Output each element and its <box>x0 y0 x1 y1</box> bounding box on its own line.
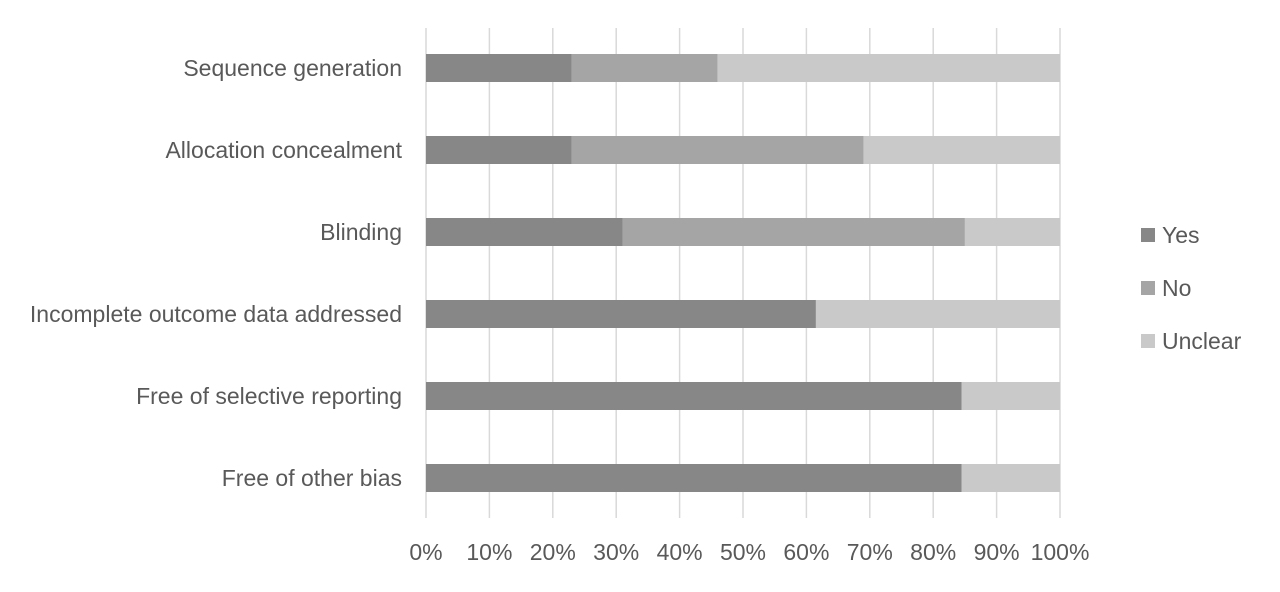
bar-yes-2 <box>426 218 623 246</box>
bar-unclear-2 <box>964 218 1060 246</box>
gridlines <box>425 28 1061 518</box>
category-label: Incomplete outcome data addressed <box>30 301 402 327</box>
legend-swatch-no <box>1141 281 1155 295</box>
x-tick-label: 20% <box>530 539 576 565</box>
bar-unclear-3 <box>815 300 1060 328</box>
legend-label-unclear: Unclear <box>1162 328 1242 354</box>
category-label: Free of selective reporting <box>136 383 402 409</box>
bar-yes-0 <box>426 54 572 82</box>
bars <box>426 54 1060 492</box>
category-label: Allocation concealment <box>165 137 402 163</box>
legend-swatch-yes <box>1141 228 1155 242</box>
bar-unclear-4 <box>961 382 1060 410</box>
bar-yes-4 <box>426 382 962 410</box>
x-tick-label: 30% <box>593 539 639 565</box>
category-labels: Sequence generation Allocation concealmen… <box>30 55 403 491</box>
legend-label-yes: Yes <box>1162 222 1200 248</box>
x-tick-label: 90% <box>974 539 1020 565</box>
bar-unclear-1 <box>863 136 1060 164</box>
category-label: Sequence generation <box>183 55 402 81</box>
category-label: Free of other bias <box>222 465 402 491</box>
x-tick-labels: 0% 10% 20% 30% 40% 50% 60% 70% 80% 90% 100% <box>409 539 1089 565</box>
bar-yes-3 <box>426 300 816 328</box>
legend-label-no: No <box>1162 275 1191 301</box>
x-tick-label: 100% <box>1031 539 1090 565</box>
legend: Yes No Unclear <box>1141 222 1242 354</box>
bar-no-2 <box>622 218 965 246</box>
bar-no-1 <box>571 136 864 164</box>
x-tick-label: 60% <box>783 539 829 565</box>
category-label: Blinding <box>320 219 402 245</box>
x-tick-label: 10% <box>466 539 512 565</box>
bar-yes-1 <box>426 136 572 164</box>
x-tick-label: 0% <box>409 539 442 565</box>
bar-yes-5 <box>426 464 962 492</box>
legend-swatch-unclear <box>1141 334 1155 348</box>
bar-unclear-5 <box>961 464 1060 492</box>
x-tick-label: 80% <box>910 539 956 565</box>
x-tick-label: 40% <box>657 539 703 565</box>
x-tick-label: 50% <box>720 539 766 565</box>
bar-unclear-0 <box>717 54 1060 82</box>
bar-no-0 <box>571 54 718 82</box>
x-tick-label: 70% <box>847 539 893 565</box>
